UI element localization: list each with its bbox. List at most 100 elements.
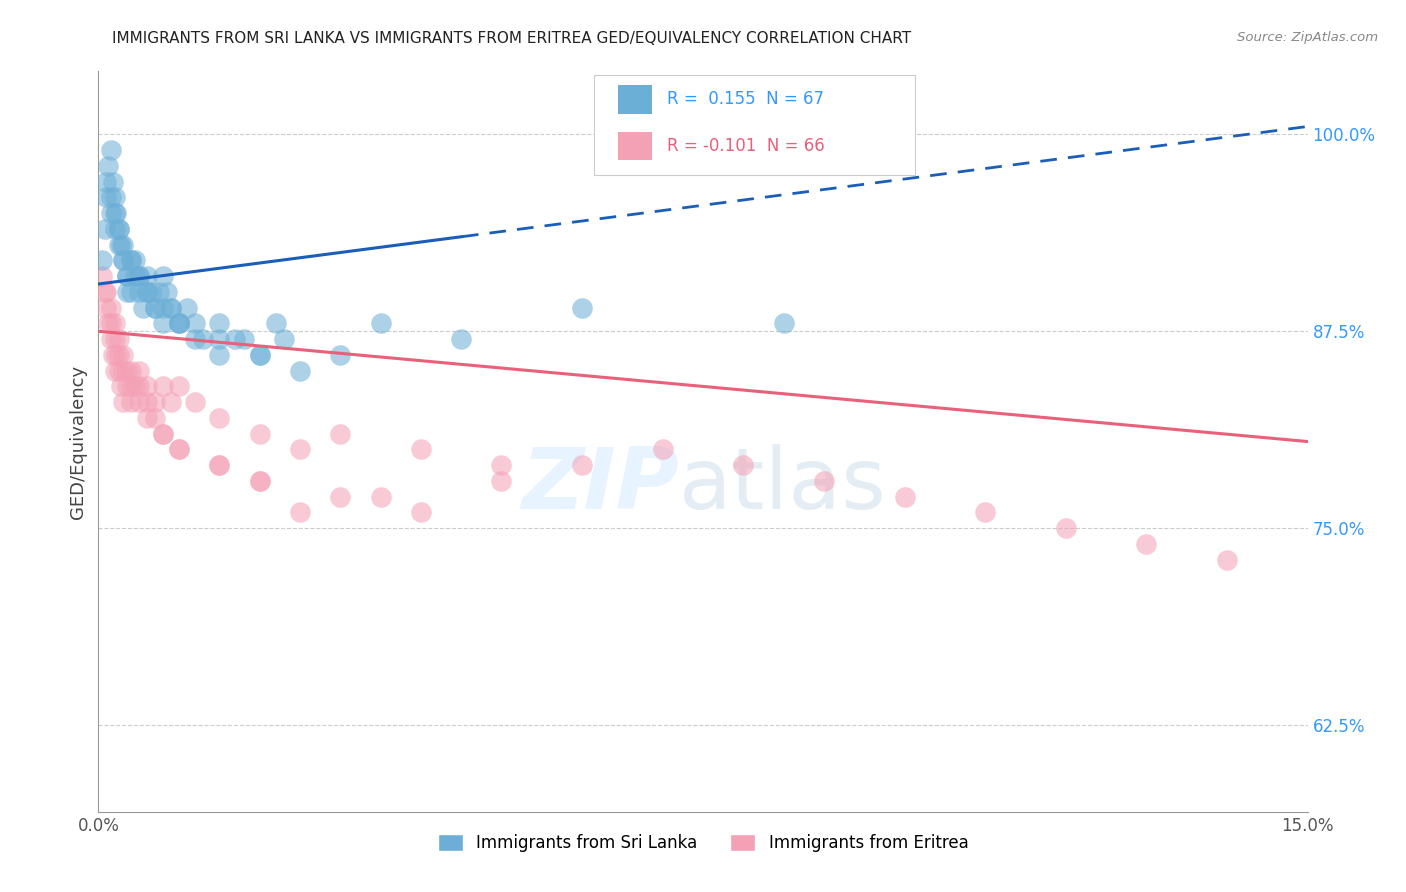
FancyBboxPatch shape bbox=[619, 132, 652, 161]
FancyBboxPatch shape bbox=[595, 75, 915, 175]
Point bbox=[111, 253, 134, 268]
Point bbox=[132, 301, 155, 315]
Point bbox=[409, 505, 432, 519]
Point bbox=[100, 206, 122, 220]
Point bbox=[167, 442, 190, 457]
Text: Source: ZipAtlas.com: Source: ZipAtlas.com bbox=[1237, 31, 1378, 45]
Point bbox=[143, 301, 166, 315]
Point bbox=[115, 379, 138, 393]
Point bbox=[115, 269, 138, 284]
Point bbox=[193, 332, 215, 346]
Point bbox=[100, 143, 122, 157]
Point bbox=[128, 395, 150, 409]
Text: R = -0.101  N = 66: R = -0.101 N = 66 bbox=[666, 137, 824, 155]
Point bbox=[103, 222, 125, 236]
Point bbox=[96, 190, 118, 204]
Point bbox=[107, 237, 129, 252]
Point bbox=[105, 206, 128, 220]
Point bbox=[96, 175, 118, 189]
Point bbox=[152, 269, 174, 284]
Point bbox=[184, 395, 207, 409]
Point bbox=[370, 317, 392, 331]
Point bbox=[329, 426, 352, 441]
Legend: Immigrants from Sri Lanka, Immigrants from Eritrea: Immigrants from Sri Lanka, Immigrants fr… bbox=[430, 828, 976, 859]
Point bbox=[491, 474, 513, 488]
Point bbox=[111, 348, 134, 362]
Point bbox=[160, 395, 183, 409]
Point bbox=[91, 253, 114, 268]
Point bbox=[111, 395, 134, 409]
Point bbox=[1216, 552, 1239, 566]
Point bbox=[111, 237, 134, 252]
Point bbox=[208, 411, 231, 425]
Point bbox=[167, 317, 190, 331]
Point bbox=[107, 222, 129, 236]
Point bbox=[111, 253, 134, 268]
Point bbox=[115, 269, 138, 284]
Point bbox=[152, 317, 174, 331]
Point bbox=[1135, 537, 1157, 551]
Point bbox=[120, 364, 142, 378]
Point bbox=[571, 301, 593, 315]
Point bbox=[128, 364, 150, 378]
Point bbox=[135, 379, 157, 393]
Point bbox=[143, 301, 166, 315]
Point bbox=[184, 317, 207, 331]
Point bbox=[107, 364, 129, 378]
Point bbox=[208, 348, 231, 362]
Point bbox=[143, 411, 166, 425]
Point bbox=[120, 395, 142, 409]
Point bbox=[571, 458, 593, 472]
Point bbox=[491, 458, 513, 472]
Point bbox=[115, 285, 138, 299]
Point bbox=[103, 190, 125, 204]
Point bbox=[111, 364, 134, 378]
Text: ZIP: ZIP bbox=[522, 444, 679, 527]
Point bbox=[273, 332, 295, 346]
Point bbox=[120, 253, 142, 268]
Point bbox=[288, 442, 311, 457]
Point bbox=[208, 317, 231, 331]
Point bbox=[128, 379, 150, 393]
Point bbox=[135, 411, 157, 425]
Point bbox=[893, 490, 915, 504]
Point bbox=[103, 364, 125, 378]
Point bbox=[152, 379, 174, 393]
Point bbox=[110, 379, 132, 393]
Point bbox=[101, 175, 124, 189]
Point bbox=[107, 348, 129, 362]
Point bbox=[156, 285, 179, 299]
Point bbox=[224, 332, 246, 346]
Point bbox=[97, 159, 120, 173]
Point bbox=[167, 379, 190, 393]
Point bbox=[91, 269, 114, 284]
Point bbox=[103, 332, 125, 346]
Point bbox=[124, 253, 146, 268]
Point bbox=[152, 426, 174, 441]
Point bbox=[124, 269, 146, 284]
Point bbox=[115, 364, 138, 378]
Point bbox=[733, 458, 755, 472]
Point bbox=[288, 505, 311, 519]
Point bbox=[120, 379, 142, 393]
Point bbox=[110, 237, 132, 252]
Point bbox=[160, 301, 183, 315]
Point bbox=[176, 301, 198, 315]
Point bbox=[135, 269, 157, 284]
Point bbox=[1054, 521, 1077, 535]
Point bbox=[329, 490, 352, 504]
Point bbox=[107, 222, 129, 236]
Point bbox=[160, 301, 183, 315]
Text: R =  0.155  N = 67: R = 0.155 N = 67 bbox=[666, 90, 824, 109]
Point bbox=[772, 317, 794, 331]
Point bbox=[249, 426, 271, 441]
Point bbox=[370, 490, 392, 504]
Point bbox=[288, 364, 311, 378]
Point bbox=[135, 285, 157, 299]
Point bbox=[100, 190, 122, 204]
Point bbox=[208, 332, 231, 346]
Point bbox=[249, 474, 271, 488]
Point bbox=[974, 505, 997, 519]
Point bbox=[135, 285, 157, 299]
Point bbox=[167, 317, 190, 331]
